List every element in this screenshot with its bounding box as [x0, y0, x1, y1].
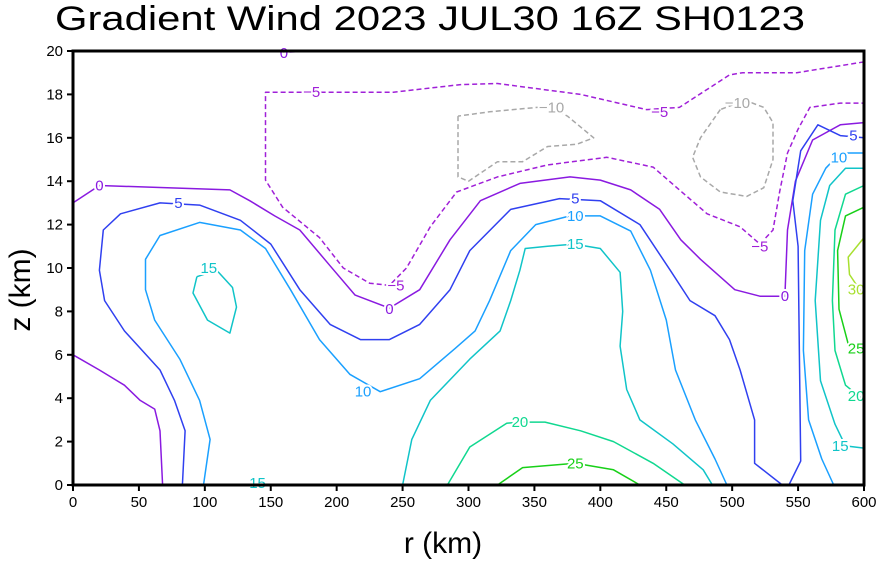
- contour-label: −5: [651, 104, 668, 121]
- x-tick-label: 350: [522, 494, 547, 511]
- x-axis-label: r (km): [404, 527, 482, 560]
- contour-label: 30: [848, 282, 865, 299]
- contour-line-level-20: [446, 421, 686, 486]
- x-tick-label: 0: [69, 494, 77, 511]
- contour-label: −5: [303, 84, 320, 101]
- y-tick-label: 4: [55, 390, 63, 407]
- x-tick-label: 500: [720, 494, 745, 511]
- contour-label: 0: [385, 301, 393, 318]
- contour-label: 25: [567, 455, 584, 472]
- contour-line-level-10: [144, 215, 728, 486]
- contour-line-level-neg10: [457, 106, 595, 182]
- plot-frame: [71, 49, 866, 487]
- contour-label: 20: [848, 388, 865, 405]
- x-tick-label: 550: [786, 494, 811, 511]
- contour-line-level-25: [497, 462, 641, 486]
- y-axis-label: z (km): [4, 248, 37, 331]
- contour-line-level-15: [401, 243, 714, 486]
- contour-label: −10: [539, 99, 564, 116]
- contour-label: −5: [751, 238, 768, 255]
- contour-label: 10: [567, 208, 584, 225]
- contour-label: 10: [831, 149, 848, 166]
- y-tick-label: 8: [55, 303, 63, 320]
- contour-line-level-30: [847, 237, 865, 297]
- contour-line-level-15: [192, 269, 238, 334]
- y-tick-label: 6: [55, 347, 63, 364]
- y-tick-label: 12: [46, 217, 63, 234]
- y-tick-label: 16: [46, 130, 63, 147]
- x-tick-label: 300: [456, 494, 481, 511]
- contour-label: 5: [174, 195, 182, 212]
- contour-label: 5: [571, 191, 579, 208]
- contour-label: 20: [512, 414, 529, 431]
- contour-label: 15: [832, 438, 849, 455]
- x-tick-label: 150: [258, 494, 283, 511]
- x-tick-label: 450: [654, 494, 679, 511]
- contour-label: 15: [200, 260, 217, 277]
- x-tick-label: 200: [324, 494, 349, 511]
- y-tick-label: 2: [55, 434, 63, 451]
- x-tick-label: 600: [851, 494, 876, 511]
- contour-label: 0: [781, 288, 789, 305]
- contour-line-level-15: [814, 167, 865, 449]
- contour-line-level-25: [836, 206, 865, 354]
- x-axis: 0 50 100 150 200 250 300 350 400 450 500 550 600: [69, 485, 877, 511]
- x-tick-label: 50: [131, 494, 148, 511]
- y-tick-label: 0: [55, 477, 63, 494]
- y-axis: 0 2 4 6 8 10 12 14 16 18 20: [46, 43, 73, 494]
- contour-label: 0: [280, 45, 288, 62]
- contour-line-level-neg5: [264, 61, 865, 287]
- contour-labels: 0−5−10 −10−50515−501051015202515−50510302…: [93, 43, 866, 494]
- contour-label: 5: [849, 128, 857, 145]
- y-tick-label: 18: [46, 86, 63, 103]
- contour-label: 25: [848, 340, 865, 357]
- contour-label: 15: [567, 236, 584, 253]
- contour-line-level-0: [72, 354, 164, 486]
- contour-label: −5: [387, 277, 404, 294]
- x-tick-label: 400: [588, 494, 613, 511]
- contour-line-level-neg10: [691, 100, 774, 198]
- contour-line-level-0: [72, 121, 865, 309]
- contour-line-level-20: [831, 184, 865, 401]
- contour-label: −10: [725, 95, 750, 112]
- y-tick-label: 10: [46, 260, 63, 277]
- y-tick-label: 14: [46, 173, 63, 190]
- chart-title: Gradient Wind 2023 JUL30 16Z SH0123: [55, 0, 805, 38]
- contour-label: 15: [249, 475, 266, 492]
- contour-lines: [72, 50, 865, 486]
- contour-line-level-5: [98, 124, 865, 486]
- contour-line-level-10: [802, 152, 864, 486]
- contour-label: 10: [355, 384, 372, 401]
- contour-label: 0: [95, 178, 103, 195]
- x-tick-label: 100: [192, 494, 217, 511]
- x-tick-label: 250: [390, 494, 415, 511]
- y-tick-label: 20: [46, 43, 63, 60]
